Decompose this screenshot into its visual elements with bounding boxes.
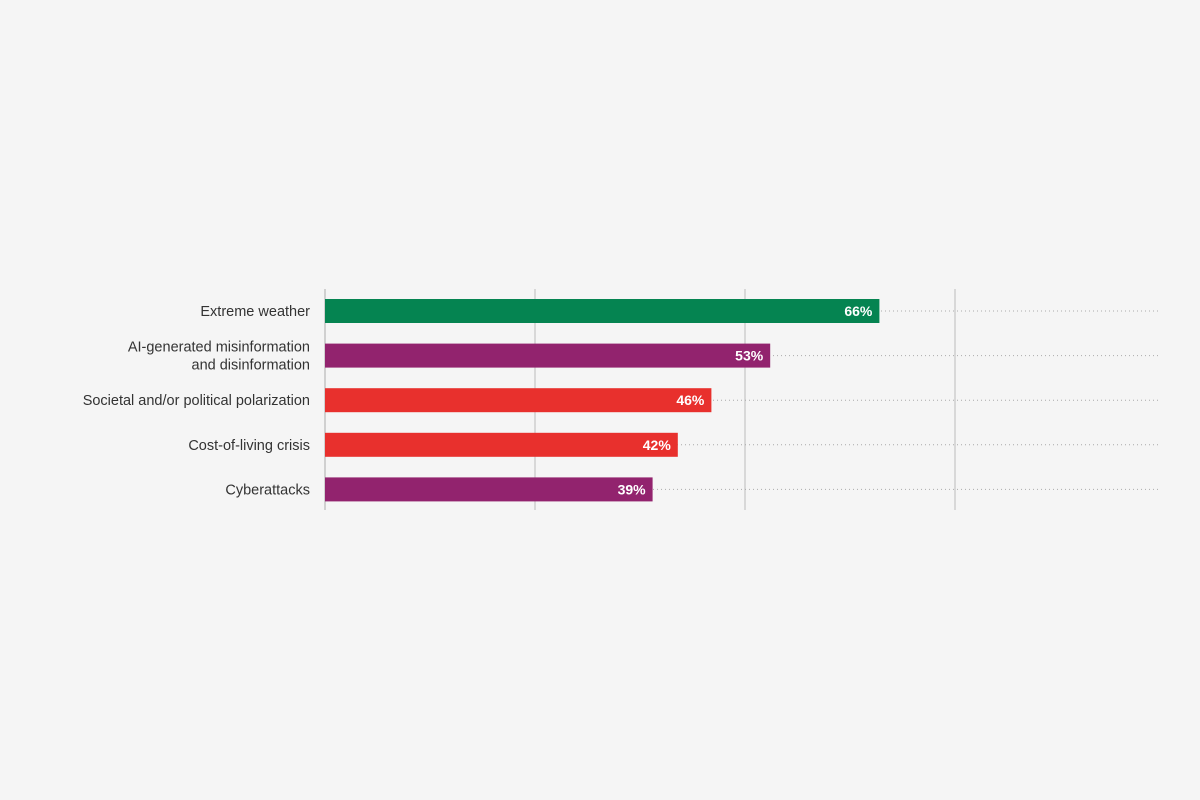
bar (325, 299, 880, 323)
category-label: Cyberattacks (225, 482, 310, 498)
category-label: AI-generated misinformation (128, 340, 310, 356)
category-label: Cost-of-living crisis (188, 438, 310, 454)
data-label: 46% (676, 392, 705, 408)
category-label: and disinformation (192, 358, 311, 374)
data-label: 66% (844, 303, 873, 319)
data-label: 53% (735, 348, 764, 364)
category-label: Societal and/or political polarization (83, 393, 310, 409)
data-label: 39% (618, 481, 647, 497)
bar (325, 477, 653, 502)
data-label: 42% (643, 437, 672, 453)
category-label: Extreme weather (200, 304, 310, 320)
bar (325, 343, 771, 368)
bar (325, 388, 712, 413)
bar (325, 432, 678, 457)
